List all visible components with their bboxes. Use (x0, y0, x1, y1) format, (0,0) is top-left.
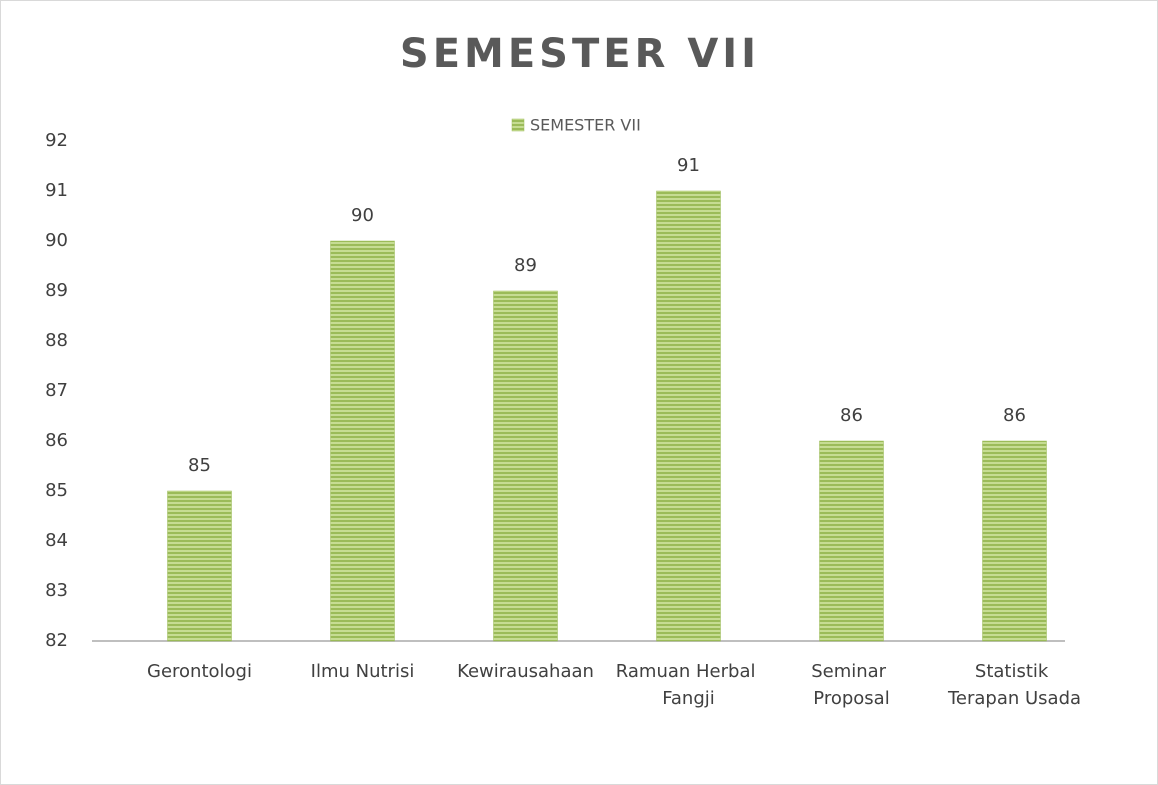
y-tick-label: 82 (45, 630, 68, 651)
bar (167, 490, 232, 642)
y-tick-label: 87 (45, 380, 68, 401)
bar (982, 440, 1047, 642)
y-tick-label: 84 (45, 530, 68, 551)
data-label: 86 (840, 405, 863, 426)
data-label: 89 (514, 255, 537, 276)
legend-label: SEMESTER VII (530, 116, 641, 135)
x-tick-label: Gerontologi (147, 661, 252, 682)
bar (493, 290, 558, 642)
data-label: 90 (351, 205, 374, 226)
data-label: 86 (1003, 405, 1026, 426)
data-label: 91 (677, 155, 700, 176)
legend-swatch (511, 118, 525, 132)
x-tick-label: Kewirausahaan (457, 661, 594, 682)
y-tick-label: 85 (45, 480, 68, 501)
x-tick-label: Statistik Terapan Usada (947, 661, 1081, 709)
bar (819, 440, 884, 642)
y-tick-label: 83 (45, 580, 68, 601)
y-tick-label: 92 (45, 130, 68, 151)
chart-title: SEMESTER VII (400, 31, 760, 77)
y-tick-label: 89 (45, 280, 68, 301)
y-tick-label: 88 (45, 330, 68, 351)
y-tick-label: 86 (45, 430, 68, 451)
y-tick-label: 90 (45, 230, 68, 251)
bar (656, 190, 721, 642)
x-tick-label: Seminar Proposal (811, 661, 892, 709)
x-tick-label: Ramuan Herbal Fangji (616, 661, 761, 709)
bar (330, 240, 395, 642)
x-tick-label: Ilmu Nutrisi (311, 661, 415, 682)
y-tick-label: 91 (45, 180, 68, 201)
data-label: 85 (188, 455, 211, 476)
